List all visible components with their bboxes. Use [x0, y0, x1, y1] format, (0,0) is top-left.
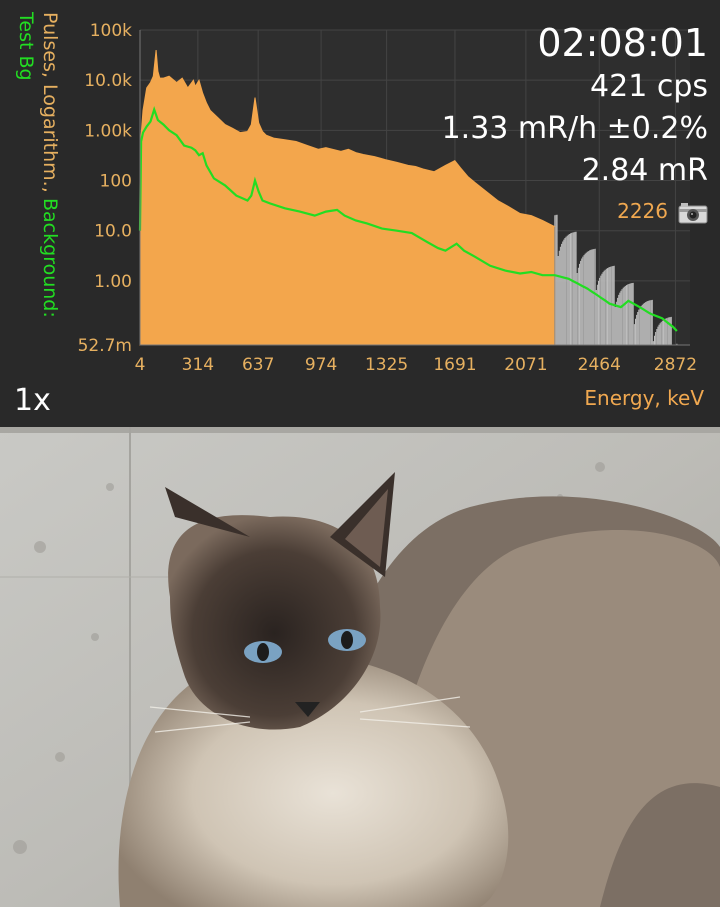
y-axis-background-label: Background:	[39, 198, 61, 318]
y-tick-label: 10.0k	[84, 71, 132, 91]
count-rate: 421 cps	[590, 69, 708, 104]
spectrum-panel[interactable]: 100k 10.0k 1.00k 100 10.0 1.00 52.7m 4 314 637 974…	[0, 0, 720, 427]
dose: 2.84 mR	[581, 153, 708, 188]
y-tick-label: 100k	[90, 21, 132, 41]
y-tick-label: 52.7m	[78, 336, 132, 356]
series-background-line	[138, 105, 678, 332]
channel-row: 2226	[442, 194, 708, 228]
y-tick-label: 100	[100, 172, 132, 192]
camera-icon[interactable]	[678, 200, 708, 224]
x-tick-label: 2464	[578, 355, 621, 375]
x-tick-label: 2071	[504, 355, 547, 375]
x-tick-label: 314	[182, 355, 214, 375]
x-tick-label: 1691	[433, 355, 476, 375]
y-tick-label: 1.00	[94, 272, 132, 292]
cursor-channel: 2226	[617, 199, 668, 223]
y-tick-label: 10.0	[94, 222, 132, 242]
stats-panel: 02:08:01 421 cps 1.33 mR/h ±0.2% 2.84 mR…	[442, 20, 708, 228]
x-tick-label: 974	[305, 355, 337, 375]
x-axis-title: Energy, keV	[584, 386, 704, 410]
zoom-level[interactable]: 1x	[14, 383, 51, 418]
x-tick-label: 2872	[654, 355, 697, 375]
x-tick-label: 637	[242, 355, 274, 375]
y-axis-title-group: Pulses, Logarithm., Background: Test Bg	[6, 11, 62, 372]
cat-photo	[0, 427, 720, 907]
x-tick-label: 1325	[365, 355, 408, 375]
series-pulses-area	[139, 49, 556, 346]
dose-rate: 1.33 mR/h ±0.2%	[441, 111, 708, 146]
elapsed-time: 02:08:01	[537, 21, 708, 65]
background-name[interactable]: Test Bg	[15, 11, 37, 81]
spectrum-chart[interactable]: 100k 10.0k 1.00k 100 10.0 1.00 52.7m4 314 637 974…	[0, 0, 720, 427]
x-tick-label: 4	[135, 355, 146, 375]
y-axis-title: Pulses, Logarithm.,	[39, 12, 61, 193]
y-tick-label: 1.00k	[84, 121, 132, 141]
